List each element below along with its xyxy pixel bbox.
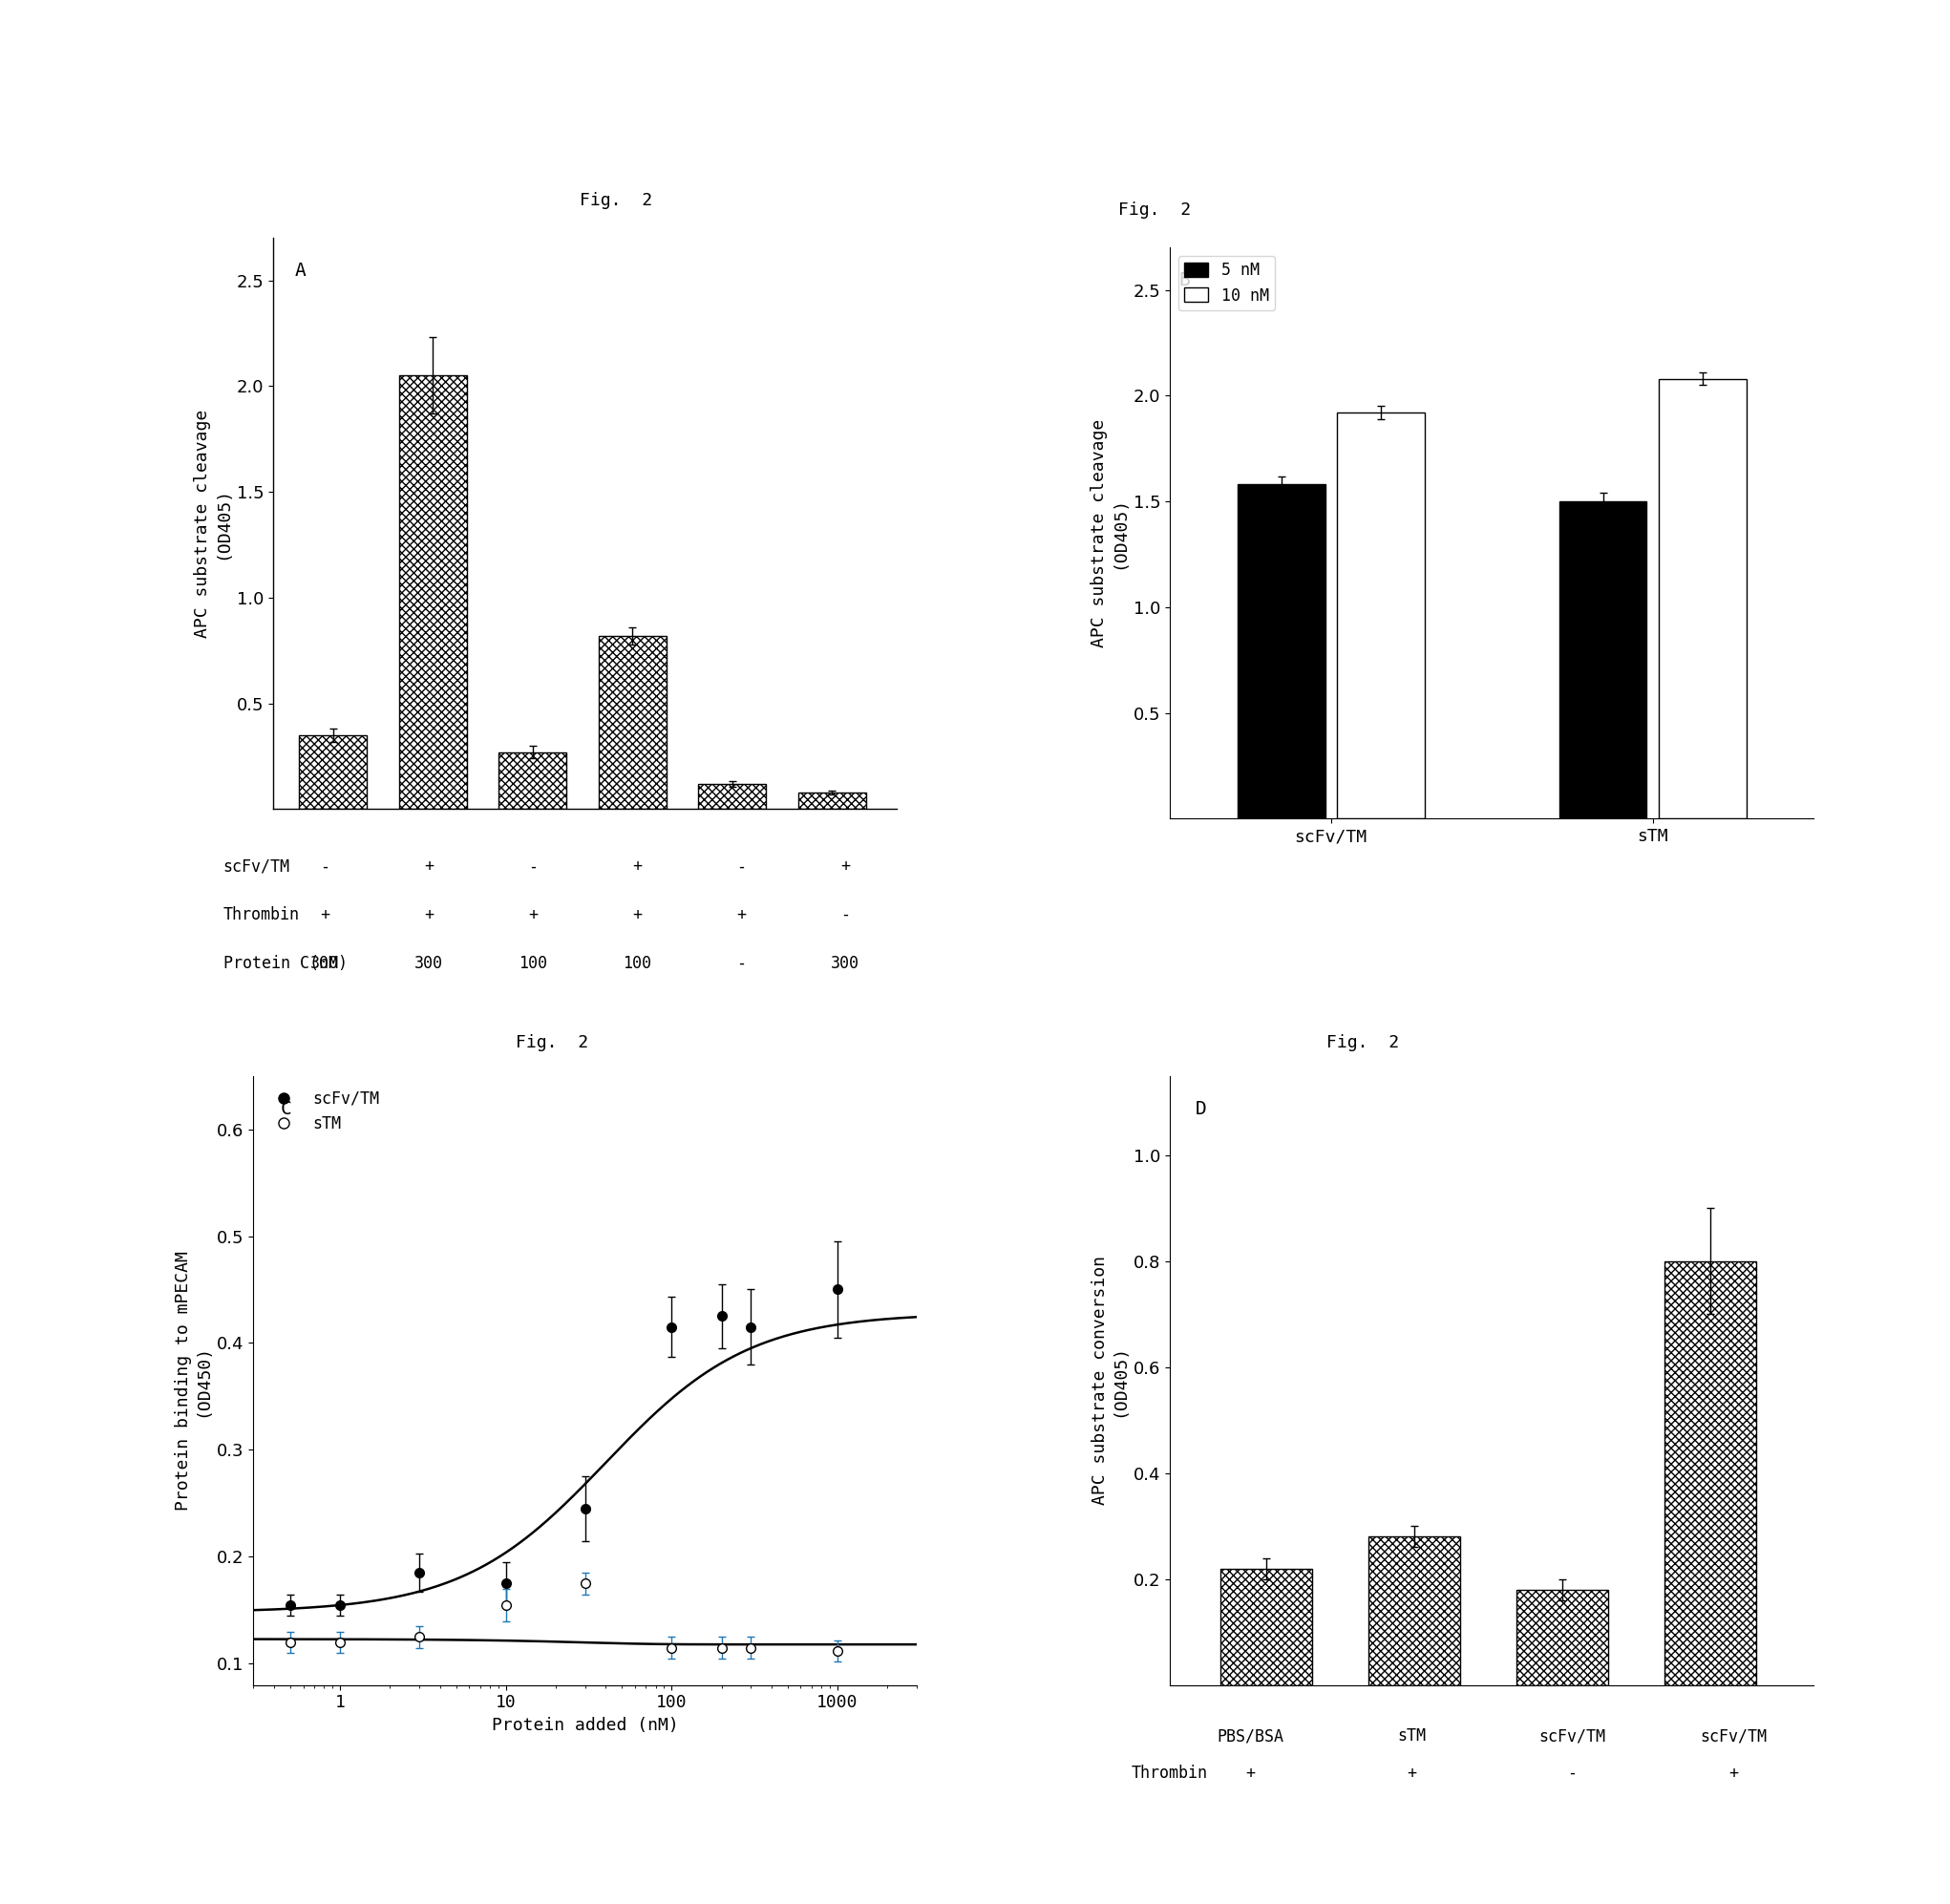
Bar	[298, 735, 367, 809]
Bar	[499, 752, 567, 809]
Text: 300: 300	[831, 954, 860, 973]
Text: 300: 300	[415, 954, 443, 973]
Text: 300: 300	[310, 954, 339, 973]
Text: Fig.  2: Fig. 2	[1326, 1034, 1400, 1051]
Y-axis label: APC substrate conversion
(OD405): APC substrate conversion (OD405)	[1092, 1257, 1129, 1504]
Text: B: B	[1178, 270, 1189, 289]
Text: +: +	[1246, 1765, 1256, 1782]
Text: +: +	[737, 906, 745, 923]
Text: +: +	[1728, 1765, 1737, 1782]
Text: Fig.  2: Fig. 2	[515, 1034, 589, 1051]
Y-axis label: APC substrate cleavage
(OD405): APC substrate cleavage (OD405)	[1090, 419, 1127, 647]
Text: +: +	[528, 906, 538, 923]
Legend: scFv/TM, sTM: scFv/TM, sTM	[261, 1083, 386, 1139]
Bar	[599, 636, 667, 809]
Text: A: A	[294, 261, 306, 280]
Text: -: -	[528, 857, 538, 876]
Text: sTM: sTM	[1396, 1727, 1425, 1744]
Text: 100: 100	[622, 954, 651, 973]
Text: +: +	[425, 906, 433, 923]
Text: scFv/TM: scFv/TM	[222, 857, 291, 876]
Text: scFv/TM: scFv/TM	[1700, 1727, 1767, 1744]
Text: scFv/TM: scFv/TM	[1539, 1727, 1605, 1744]
Text: -: -	[840, 906, 850, 923]
Bar	[400, 375, 466, 809]
Bar	[698, 784, 766, 809]
Text: +: +	[425, 857, 433, 876]
Bar	[1369, 1537, 1461, 1685]
X-axis label: Protein added (nM): Protein added (nM)	[491, 1717, 679, 1735]
Text: PBS/BSA: PBS/BSA	[1217, 1727, 1283, 1744]
Text: Thrombin: Thrombin	[1131, 1765, 1207, 1782]
Text: +: +	[632, 906, 642, 923]
Text: +: +	[840, 857, 850, 876]
Legend: 5 nM, 10 nM: 5 nM, 10 nM	[1178, 255, 1275, 310]
Bar	[798, 792, 866, 809]
Bar	[1560, 501, 1646, 819]
Y-axis label: APC substrate cleavage
(OD405): APC substrate cleavage (OD405)	[193, 409, 230, 638]
Text: 100: 100	[519, 954, 548, 973]
Text: Fig.  2: Fig. 2	[1119, 202, 1191, 219]
Text: +: +	[320, 906, 330, 923]
Text: D: D	[1195, 1101, 1207, 1118]
Bar	[1663, 1260, 1755, 1685]
Y-axis label: Protein binding to mPECAM
(OD450): Protein binding to mPECAM (OD450)	[176, 1251, 213, 1510]
Text: -: -	[320, 857, 330, 876]
Text: -: -	[1568, 1765, 1578, 1782]
Bar	[1517, 1590, 1609, 1685]
Text: Thrombin: Thrombin	[222, 906, 300, 923]
Text: Fig.  2: Fig. 2	[579, 192, 653, 209]
Bar	[1658, 379, 1745, 819]
Text: Protein C(nM): Protein C(nM)	[222, 954, 347, 973]
Bar	[1336, 413, 1424, 819]
Text: +: +	[1406, 1765, 1416, 1782]
Text: C: C	[281, 1101, 291, 1118]
Text: +: +	[632, 857, 642, 876]
Bar	[1221, 1569, 1312, 1685]
Bar	[1236, 484, 1324, 819]
Text: -: -	[737, 954, 745, 973]
Text: -: -	[737, 857, 745, 876]
